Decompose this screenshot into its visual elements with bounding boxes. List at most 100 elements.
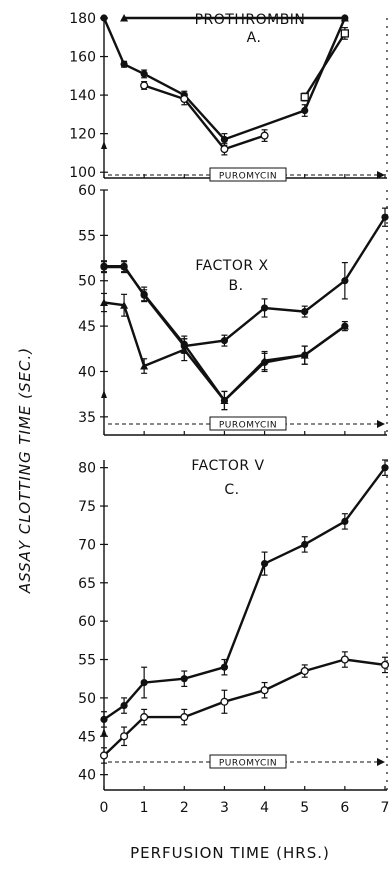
data-point bbox=[120, 60, 128, 68]
y-tick-label: 120 bbox=[69, 127, 96, 143]
panel-subtitle: B. bbox=[228, 278, 243, 294]
data-point bbox=[380, 660, 390, 669]
y-tick-label: 50 bbox=[78, 274, 96, 290]
data-point bbox=[100, 715, 108, 723]
data-point bbox=[180, 345, 189, 354]
data-point bbox=[260, 304, 269, 312]
data-point bbox=[301, 307, 309, 316]
puromycin-label-box bbox=[209, 167, 287, 182]
data-point bbox=[180, 713, 189, 722]
y-tick-label: 55 bbox=[78, 653, 96, 669]
data-point bbox=[381, 213, 389, 221]
x-tick-label: 5 bbox=[300, 800, 309, 816]
puromycin-arrowhead bbox=[377, 171, 385, 179]
data-point bbox=[340, 322, 349, 330]
panel-subtitle: A. bbox=[247, 30, 262, 46]
y-tick-label: 100 bbox=[69, 165, 96, 181]
y-tick-label: 180 bbox=[69, 11, 96, 27]
x-tick-label: 3 bbox=[220, 800, 229, 816]
data-point bbox=[260, 686, 269, 695]
panel-title: FACTOR X bbox=[195, 258, 268, 274]
data-point bbox=[140, 678, 148, 687]
data-point bbox=[120, 701, 128, 710]
data-point bbox=[260, 131, 269, 140]
y-tick-label: 60 bbox=[78, 614, 96, 630]
data-point bbox=[100, 298, 108, 307]
y-tick-label: 140 bbox=[69, 88, 96, 104]
x-tick-label: 1 bbox=[140, 800, 149, 816]
data-point bbox=[340, 29, 350, 38]
data-point bbox=[140, 81, 149, 90]
puromycin-start-arrowhead bbox=[101, 390, 107, 398]
data-point bbox=[340, 655, 349, 664]
series-line bbox=[143, 84, 265, 151]
puromycin-arrowhead bbox=[377, 758, 385, 766]
data-point bbox=[140, 362, 149, 370]
data-point bbox=[120, 301, 129, 309]
x-tick-label: 6 bbox=[340, 800, 349, 816]
data-point bbox=[220, 145, 229, 154]
y-axis-title: ASSAY CLOTTING TIME (SEC.) bbox=[16, 347, 34, 594]
data-point bbox=[220, 135, 229, 144]
y-tick-label: 80 bbox=[78, 461, 96, 477]
data-point bbox=[180, 675, 188, 683]
panel-title: PROTHROMBIN bbox=[195, 12, 306, 28]
y-tick-label: 45 bbox=[78, 319, 96, 335]
data-point bbox=[120, 262, 128, 270]
data-point bbox=[140, 291, 148, 299]
x-tick-label: 2 bbox=[180, 800, 189, 816]
data-point bbox=[140, 70, 148, 78]
y-tick-label: 65 bbox=[78, 576, 96, 592]
puromycin-arrowhead bbox=[377, 420, 385, 428]
y-tick-label: 55 bbox=[78, 228, 96, 244]
data-point bbox=[300, 666, 309, 676]
puromycin-label: PUROMYCIN bbox=[219, 172, 277, 182]
y-tick-label: 60 bbox=[78, 183, 96, 199]
data-point bbox=[140, 713, 149, 722]
data-point bbox=[381, 464, 389, 472]
y-tick-label: 40 bbox=[78, 364, 96, 380]
data-point bbox=[220, 697, 229, 706]
series-line bbox=[303, 32, 346, 98]
data-point bbox=[260, 560, 269, 568]
puromycin-start-arrowhead bbox=[101, 728, 107, 736]
data-point bbox=[300, 351, 309, 359]
panel-a: 100 120 140 160 180 PROTHROMBIN A. PUROMYCIN bbox=[69, 11, 388, 182]
data-point bbox=[99, 751, 109, 760]
puromycin-label: PUROMYCIN bbox=[219, 759, 277, 769]
x-tick-label: 0 bbox=[100, 800, 109, 816]
x-axis-title: PERFUSION TIME (HRS.) bbox=[130, 844, 330, 862]
x-tick-label: 4 bbox=[260, 800, 269, 816]
data-point bbox=[120, 14, 129, 22]
data-point bbox=[100, 262, 108, 270]
y-tick-label: 75 bbox=[78, 499, 96, 515]
data-point bbox=[341, 277, 349, 285]
series-line bbox=[103, 658, 386, 757]
series-line bbox=[104, 265, 346, 403]
data-point bbox=[100, 14, 108, 22]
series-line bbox=[103, 301, 346, 403]
data-point bbox=[220, 337, 229, 345]
data-point bbox=[260, 356, 269, 365]
data-point bbox=[220, 663, 229, 671]
data-point bbox=[120, 732, 129, 741]
y-tick-label: 160 bbox=[69, 50, 96, 66]
puromycin-label: PUROMYCIN bbox=[219, 421, 277, 431]
data-point bbox=[340, 14, 349, 22]
puromycin-label-box bbox=[209, 416, 287, 431]
panel-subtitle: C. bbox=[224, 482, 239, 498]
panel-title: FACTOR V bbox=[191, 458, 264, 474]
panel-b: 35 40 45 50 55 60 FACTOR X B. PUROMYCIN bbox=[78, 183, 389, 436]
series-line bbox=[102, 17, 347, 141]
data-point bbox=[341, 517, 349, 525]
y-tick-label: 70 bbox=[78, 537, 96, 553]
data-point bbox=[180, 94, 189, 104]
data-point bbox=[301, 106, 309, 115]
puromycin-start-arrowhead bbox=[101, 141, 107, 149]
data-point bbox=[300, 92, 309, 102]
puromycin-label-box bbox=[209, 754, 287, 769]
data-point bbox=[220, 396, 229, 405]
